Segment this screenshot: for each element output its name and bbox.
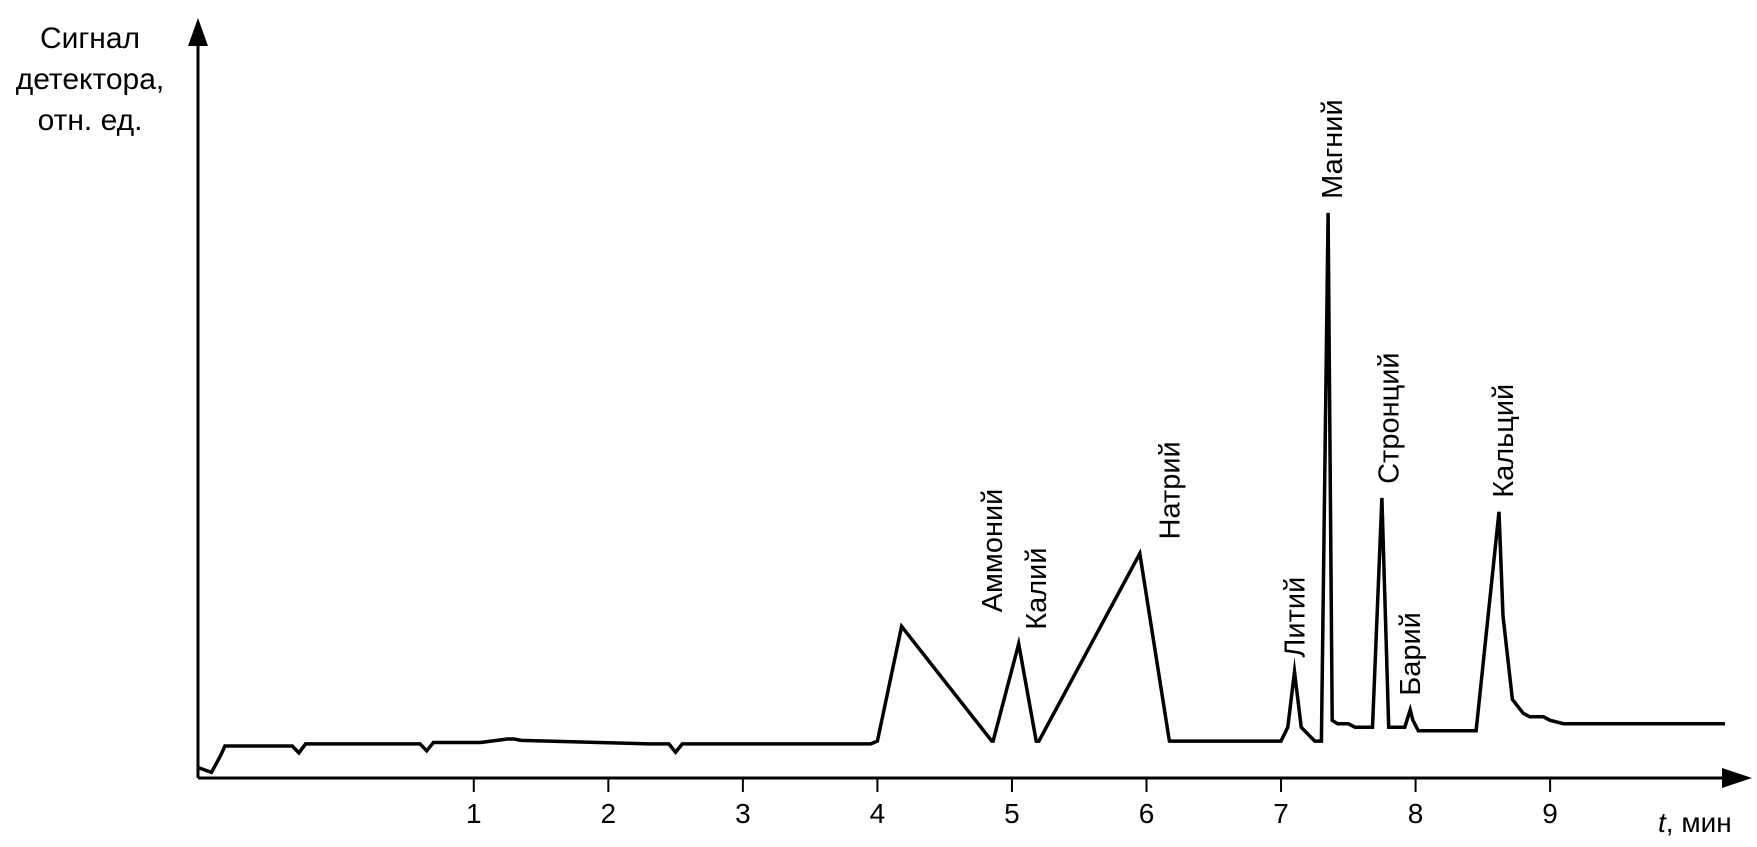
x-tick-label: 8 [1408, 798, 1424, 829]
x-label-unit: , мин [1666, 807, 1732, 838]
peak-label: Кальций [1488, 384, 1520, 498]
peak-label: Аммоний [977, 489, 1009, 613]
y-axis-label: Сигнал детектора, отн. ед. [16, 22, 165, 137]
x-tick-label: 1 [466, 798, 482, 829]
x-tick-label: 6 [1139, 798, 1155, 829]
x-tick-label: 2 [601, 798, 617, 829]
peak-labels: Аммоний Калий Натрий Литий Магний Стронций Бар… [977, 99, 1520, 696]
peak-label: Калий [1021, 547, 1053, 629]
x-axis-arrow [1722, 768, 1752, 788]
x-label-variable: t [1658, 807, 1667, 838]
peak-label: Стронций [1374, 352, 1406, 484]
y-label-line-2: детектора, [16, 63, 165, 96]
y-axis-arrow [188, 18, 208, 46]
x-tick-label: 5 [1004, 798, 1020, 829]
y-label-line-3: отн. ед. [38, 104, 143, 137]
x-tick-label: 7 [1273, 798, 1289, 829]
y-axis [188, 18, 208, 778]
peak-label: Литий [1280, 577, 1312, 658]
x-tick-label: 4 [870, 798, 886, 829]
x-tick-label: 3 [735, 798, 751, 829]
series-layer [197, 212, 1725, 775]
x-axis-label: t, мин [1658, 807, 1732, 838]
y-label-line-1: Сигнал [40, 22, 140, 55]
x-ticks: 1 2 3 4 5 6 7 8 9 [466, 778, 1558, 829]
peak-label: Магний [1317, 99, 1349, 199]
peak-label: Барий [1395, 612, 1427, 696]
x-tick-label: 9 [1542, 798, 1558, 829]
series-line [197, 212, 1725, 775]
peak-label: Натрий [1154, 441, 1186, 539]
x-axis [198, 768, 1752, 788]
